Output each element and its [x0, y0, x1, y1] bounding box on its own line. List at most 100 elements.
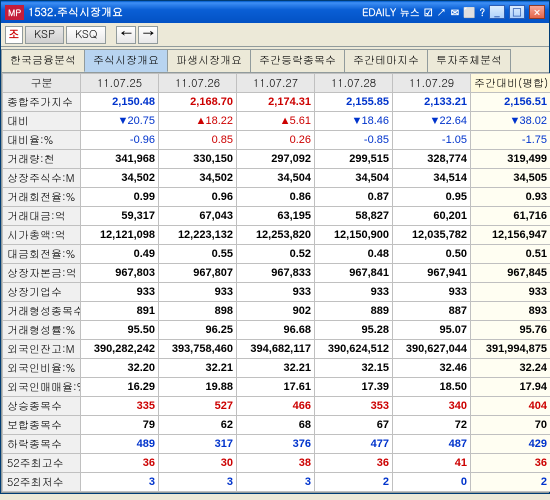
cell: 2,150.48 [81, 93, 159, 112]
cell: 933 [315, 283, 393, 302]
cell: 32.15 [315, 359, 393, 378]
cell: 36 [315, 454, 393, 473]
cell: 34,504 [237, 169, 315, 188]
table-row: 52주최고수363038364136 [3, 454, 550, 473]
cell: 330,150 [159, 150, 237, 169]
cell: 32.21 [237, 359, 315, 378]
header-5: 주간대비(평합) [471, 74, 550, 93]
row-label: 거래형성률:% [3, 321, 81, 340]
cell: 390,282,242 [81, 340, 159, 359]
cell: -0.85 [315, 131, 393, 150]
cell: 70 [471, 416, 550, 435]
symbol-box[interactable]: 조 [5, 26, 23, 44]
cell: 95.50 [81, 321, 159, 340]
maximize-button[interactable]: □ [509, 5, 525, 19]
titlebar-icon-2[interactable]: ↗ [437, 5, 447, 19]
cell: 2,168.70 [159, 93, 237, 112]
tabs: 한국금융분석 주식시장개요 파생시장개요 주간등락종목수 주간테마지수 투자주체… [1, 47, 549, 72]
tab-1[interactable]: 주식시장개요 [84, 49, 168, 72]
table-row: 거래회전율:%0.990.960.860.870.950.93 [3, 188, 550, 207]
titlebar-icon-3[interactable]: ✉ [451, 5, 459, 19]
cell: 394,682,117 [237, 340, 315, 359]
row-label: 외국인비율:% [3, 359, 81, 378]
row-label: 거래회전율:% [3, 188, 81, 207]
tab-3[interactable]: 주간등락종목수 [250, 49, 345, 72]
tab-5[interactable]: 투자주체분석 [427, 49, 511, 72]
cell: 489 [81, 435, 159, 454]
cell: 41 [393, 454, 471, 473]
tab-2[interactable]: 파생시장개요 [167, 49, 251, 72]
cell: 96.68 [237, 321, 315, 340]
close-button[interactable]: × [529, 5, 545, 19]
cell: 2 [471, 473, 550, 492]
prev-button[interactable]: ← [116, 26, 136, 44]
cell: 353 [315, 397, 393, 416]
cell: 967,803 [81, 264, 159, 283]
cell: 34,504 [315, 169, 393, 188]
cell: 0 [393, 473, 471, 492]
row-label: 거래량:천 [3, 150, 81, 169]
window-title: 1532.주식시장개요 [28, 5, 362, 20]
cell: ▲5.61 [237, 112, 315, 131]
cell: 340 [393, 397, 471, 416]
cell: 0.55 [159, 245, 237, 264]
titlebar: MP 1532.주식시장개요 EDAILY 뉴스 ☑ ↗ ✉ ⬜ ? _ □ × [1, 1, 549, 23]
cell: 319,499 [471, 150, 550, 169]
cell: ▼18.46 [315, 112, 393, 131]
cell: 3 [81, 473, 159, 492]
cell: 0.85 [159, 131, 237, 150]
next-button[interactable]: → [138, 26, 158, 44]
news-label[interactable]: EDAILY 뉴스 [362, 5, 420, 19]
cell: 12,150,900 [315, 226, 393, 245]
row-label: 52주최고수 [3, 454, 81, 473]
tab-0[interactable]: 한국금융분석 [1, 49, 85, 72]
cell: ▼38.02 [471, 112, 550, 131]
cell: 79 [81, 416, 159, 435]
cell: 36 [81, 454, 159, 473]
cell: 967,807 [159, 264, 237, 283]
cell: 0.95 [393, 188, 471, 207]
cell: 36 [471, 454, 550, 473]
cell: 887 [393, 302, 471, 321]
row-label: 외국인매매율:% [3, 378, 81, 397]
row-label: 보합종목수 [3, 416, 81, 435]
titlebar-icon-4[interactable]: ⬜ [463, 5, 475, 19]
cell: 390,624,512 [315, 340, 393, 359]
titlebar-icon-5[interactable]: ? [480, 5, 485, 19]
cell: 889 [315, 302, 393, 321]
cell: 0.52 [237, 245, 315, 264]
cell: -1.05 [393, 131, 471, 150]
header-label: 구분 [3, 74, 81, 93]
cell: 16.29 [81, 378, 159, 397]
row-label: 대비 [3, 112, 81, 131]
row-label: 상장기업수 [3, 283, 81, 302]
cell: 967,833 [237, 264, 315, 283]
data-table: 구분 11.07.25 11.07.26 11.07.27 11.07.28 1… [1, 72, 549, 493]
row-label: 대금회전율:% [3, 245, 81, 264]
app-logo: MP [5, 5, 24, 20]
tab-4[interactable]: 주간테마지수 [344, 49, 428, 72]
cell: 34,502 [81, 169, 159, 188]
app-window: MP 1532.주식시장개요 EDAILY 뉴스 ☑ ↗ ✉ ⬜ ? _ □ ×… [0, 0, 550, 494]
cell: 429 [471, 435, 550, 454]
table-row: 상장주식수:M34,50234,50234,50434,50434,51434,… [3, 169, 550, 188]
cell: 59,317 [81, 207, 159, 226]
cell: 95.76 [471, 321, 550, 340]
cell: 60,201 [393, 207, 471, 226]
ksp-button[interactable]: KSP [25, 26, 64, 44]
table-row: 상장자본금:억967,803967,807967,833967,841967,9… [3, 264, 550, 283]
cell: 297,092 [237, 150, 315, 169]
titlebar-icon-1[interactable]: ☑ [424, 5, 433, 19]
header-2: 11.07.27 [237, 74, 315, 93]
cell: 967,845 [471, 264, 550, 283]
cell: ▼22.64 [393, 112, 471, 131]
cell: -1.75 [471, 131, 550, 150]
cell: 902 [237, 302, 315, 321]
cell: 0.48 [315, 245, 393, 264]
cell: 933 [159, 283, 237, 302]
cell: 527 [159, 397, 237, 416]
cell: 67 [315, 416, 393, 435]
ksq-button[interactable]: KSQ [66, 26, 106, 44]
cell: 376 [237, 435, 315, 454]
minimize-button[interactable]: _ [489, 5, 505, 19]
